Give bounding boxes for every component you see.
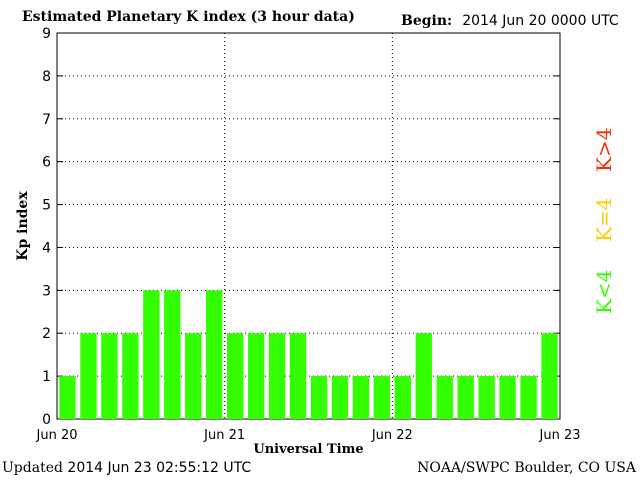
kp-bar <box>80 333 97 419</box>
kp-bar <box>457 376 474 419</box>
kp-bar <box>520 376 537 419</box>
kp-bar <box>352 376 370 419</box>
y-tick-label: 2 <box>42 326 51 342</box>
credit-line: NOAA/SWPC Boulder, CO USA <box>417 460 636 476</box>
kp-bar <box>268 333 286 419</box>
x-tick-label: Jun 22 <box>371 428 413 443</box>
kp-bar <box>394 376 411 419</box>
y-tick-label: 7 <box>42 112 51 128</box>
kp-bar <box>436 376 453 419</box>
updated-timestamp: Updated 2014 Jun 23 02:55:12 UTC <box>2 460 251 476</box>
chart-title: Estimated Planetary K index (3 hour data… <box>22 9 355 25</box>
y-tick-label: 1 <box>42 369 51 385</box>
y-tick-label: 5 <box>42 198 51 214</box>
x-axis-label: Universal Time <box>253 442 363 457</box>
y-tick-label: 8 <box>42 69 51 85</box>
y-tick-label: 0 <box>42 412 51 428</box>
y-tick-label: 6 <box>42 155 51 171</box>
updated-label: Updated <box>2 460 63 476</box>
kp-bar <box>331 376 349 419</box>
kp-bar <box>373 376 391 419</box>
x-tick-label: Jun 21 <box>203 428 245 443</box>
kp-bar <box>226 333 244 419</box>
kp-bar <box>101 333 118 419</box>
kp-bar <box>59 376 76 419</box>
updated-value: 2014 Jun 23 02:55:12 UTC <box>67 460 252 476</box>
legend-quiet: K<4 <box>592 269 616 314</box>
kp-bar <box>289 333 307 419</box>
y-axis-label: Kp index <box>15 191 31 261</box>
x-tick-label: Jun 20 <box>36 428 78 443</box>
legend-storm: K>4 <box>592 127 616 172</box>
y-tick-label: 9 <box>42 26 51 42</box>
kp-bar <box>541 333 558 419</box>
begin-label: Begin: <box>401 13 453 29</box>
kp-bar <box>478 376 495 419</box>
kp-bar <box>499 376 516 419</box>
x-tick-label: Jun 23 <box>539 428 581 443</box>
kp-bar <box>143 290 160 419</box>
kp-bar <box>415 333 432 419</box>
kp-bar <box>122 333 139 419</box>
plot-frame <box>56 32 561 420</box>
begin-date: Begin: 2014 Jun 20 0000 UTC <box>401 13 619 29</box>
kp-bar <box>185 333 202 419</box>
legend-active: K=4 <box>592 197 616 242</box>
y-tick-label: 4 <box>42 240 51 256</box>
begin-value: 2014 Jun 20 0000 UTC <box>462 13 619 29</box>
kp-bar <box>310 376 328 419</box>
kp-bar <box>164 290 181 419</box>
kp-bar <box>206 290 223 419</box>
kp-bar <box>247 333 265 419</box>
y-tick-label: 3 <box>42 283 51 299</box>
